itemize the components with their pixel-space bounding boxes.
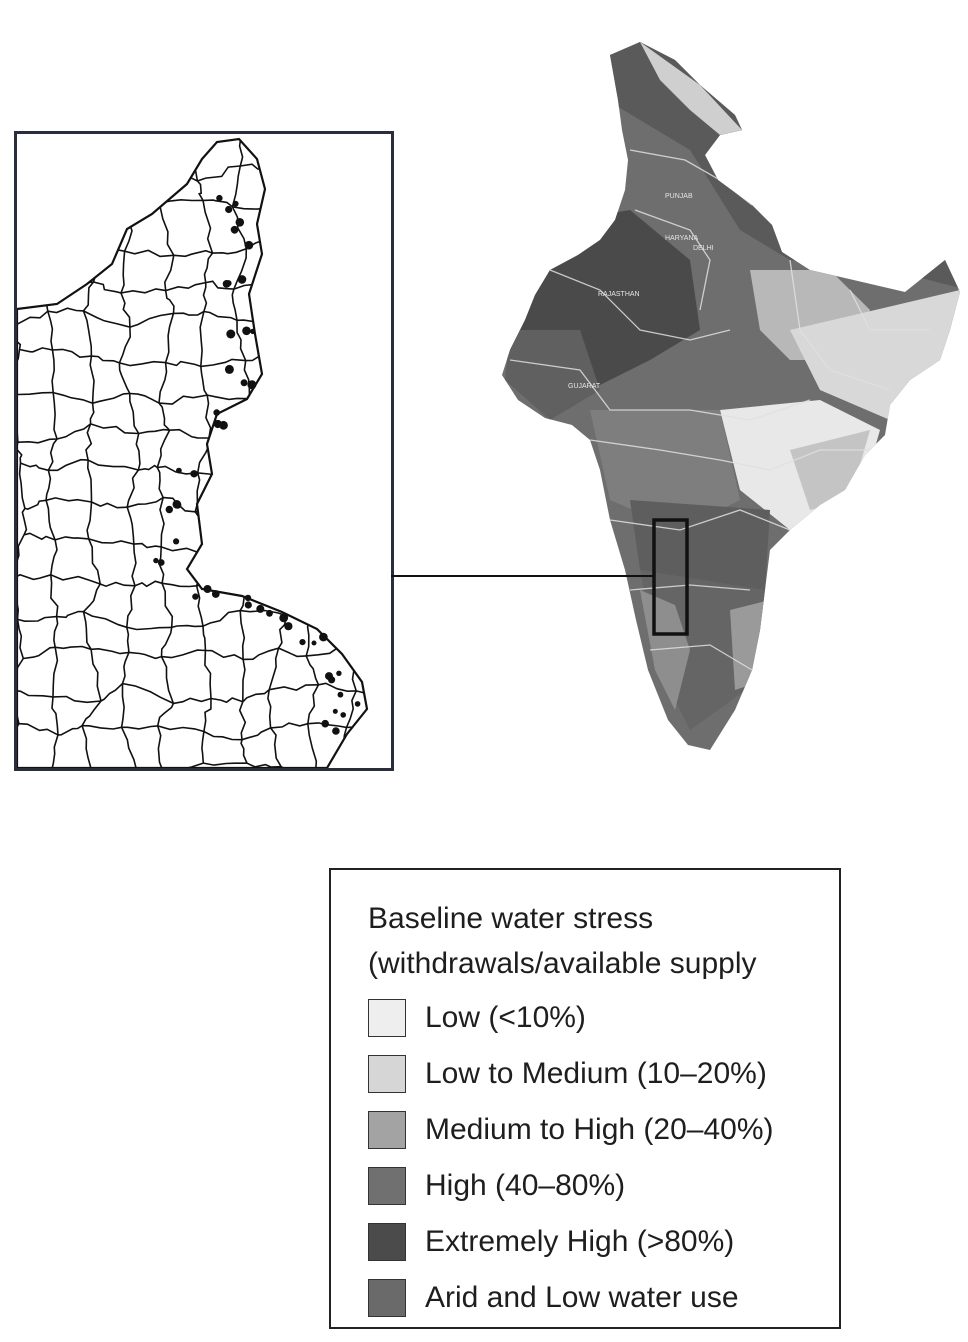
legend-swatch (368, 1111, 406, 1149)
legend-swatch (368, 999, 406, 1037)
legend-label: Extremely High (>80%) (425, 1225, 735, 1258)
legend-title-line1: Baseline water stress (368, 902, 654, 935)
highlight-region-box (652, 518, 689, 636)
district-boundaries (17, 139, 367, 768)
legend-swatch (368, 1223, 406, 1261)
legend-title-line2: (withdrawals/available supply (368, 947, 757, 980)
inset-map-svg (17, 137, 369, 768)
legend-label: Low (<10%) (425, 1001, 586, 1034)
legend-item: High (40–80%) (368, 1158, 839, 1214)
legend-item: Low to Medium (10–20%) (368, 1046, 839, 1102)
legend-item: Arid and Low water use (368, 1270, 839, 1326)
state-label-delhi: DELHI (693, 245, 714, 252)
legend-label: Arid and Low water use (425, 1281, 739, 1314)
india-water-stress-map: PUNJAB HARYANA DELHI RAJASTHAN GUJARAT (502, 42, 960, 750)
legend-item: Extremely High (>80%) (368, 1214, 839, 1270)
legend-label: High (40–80%) (425, 1169, 626, 1202)
inset-district-map (14, 131, 394, 771)
legend-item: Medium to High (20–40%) (368, 1102, 839, 1158)
legend: Baseline water stress (withdrawals/avail… (329, 868, 841, 1329)
state-label-punjab: PUNJAB (665, 193, 693, 200)
legend-swatch (368, 1055, 406, 1093)
legend-label: Medium to High (20–40%) (425, 1113, 774, 1146)
state-label-haryana: HARYANA (665, 235, 699, 242)
sample-location-dots (153, 194, 361, 735)
legend-swatch (368, 1279, 406, 1317)
state-label-rajasthan: RAJASTHAN (598, 291, 640, 298)
legend-items: Low (<10%) Low to Medium (10–20%) Medium t… (368, 990, 839, 1326)
state-label-gujarat: GUJARAT (568, 383, 601, 390)
legend-item: Low (<10%) (368, 990, 839, 1046)
legend-label: Low to Medium (10–20%) (425, 1057, 767, 1090)
legend-swatch (368, 1167, 406, 1205)
